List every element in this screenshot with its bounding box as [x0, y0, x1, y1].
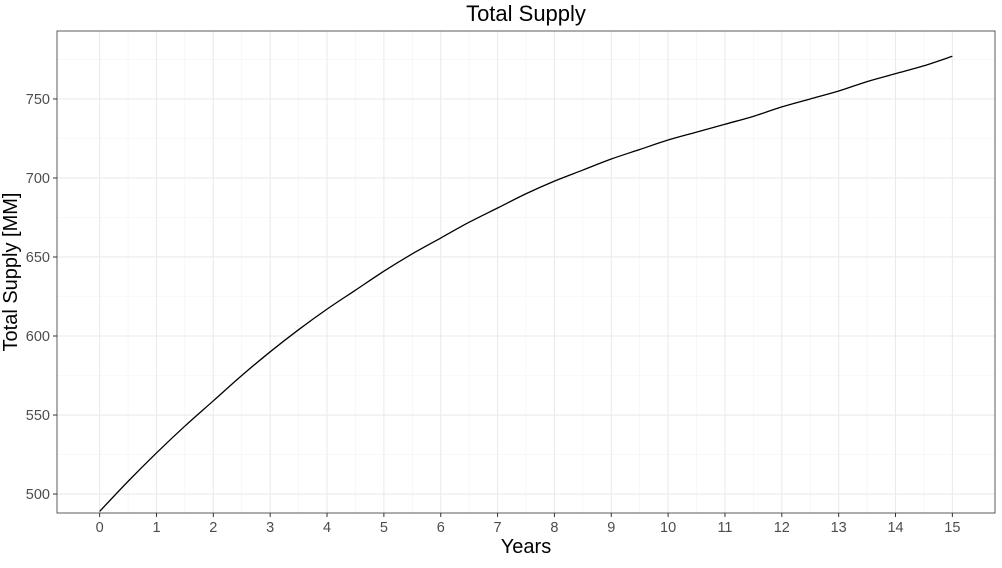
y-axis-title: Total Supply [MM]: [0, 193, 22, 352]
x-tick-label: 14: [887, 520, 903, 536]
y-tick-label: 550: [26, 408, 50, 424]
y-tick-label: 600: [26, 329, 50, 345]
y-tick-label: 500: [26, 487, 50, 503]
x-tick-label: 10: [660, 520, 676, 536]
x-tick-label: 11: [717, 520, 732, 536]
x-tick-label: 9: [607, 520, 615, 536]
series-line: [99, 55, 953, 512]
chart-title: Total Supply: [466, 1, 586, 26]
y-tick-label: 650: [26, 250, 50, 266]
x-tick-label: 12: [774, 520, 790, 536]
x-tick-label: 7: [494, 520, 502, 536]
x-tick-label: 13: [831, 520, 847, 536]
x-tick-label: 8: [550, 520, 558, 536]
y-tick-label: 750: [26, 92, 50, 108]
grid-lines: [57, 31, 995, 513]
x-tick-label: 15: [944, 520, 960, 536]
x-tick-label: 4: [323, 520, 331, 536]
x-axis-title: Years: [501, 536, 551, 558]
x-tick-label: 3: [266, 520, 274, 536]
x-tick-label: 6: [437, 520, 445, 536]
y-axis: 500 550 600 650 700 750: [26, 92, 57, 503]
x-tick-label: 1: [152, 520, 160, 536]
x-axis: 0 1 2 3 4 5 6 7 8 9 10 11 12 13 14 15: [96, 513, 960, 536]
y-tick-label: 700: [26, 171, 50, 187]
x-tick-label: 0: [96, 520, 104, 536]
x-tick-label: 2: [209, 520, 217, 536]
x-tick-label: 5: [380, 520, 388, 536]
series-layer: [99, 55, 953, 512]
plot-panel-border: [56, 30, 996, 514]
